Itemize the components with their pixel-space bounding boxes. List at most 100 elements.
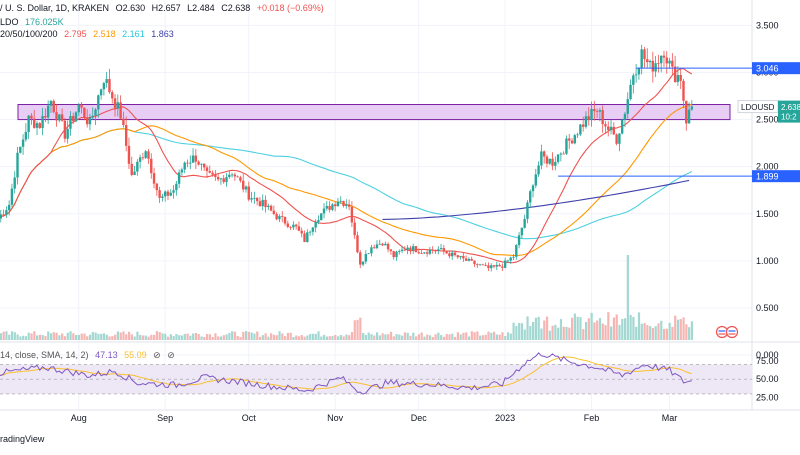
candle — [345, 199, 348, 209]
candle-body — [595, 111, 599, 112]
candle-body — [19, 146, 22, 153]
candle — [467, 257, 471, 262]
eye-off-icon[interactable]: ⊘ — [153, 350, 161, 360]
symbol-info-row: / U. S. Dollar, 1D, KRAKEN O2.630 H2.657… — [0, 3, 328, 13]
candle — [177, 169, 181, 189]
volume-bar — [381, 333, 384, 340]
candle — [579, 123, 582, 137]
candle-body — [7, 204, 11, 211]
resistance-zone[interactable] — [17, 104, 731, 121]
candle — [501, 263, 504, 271]
candle — [72, 112, 75, 124]
volume-bar — [247, 331, 250, 340]
candle-body — [520, 227, 524, 236]
volume-bar — [69, 331, 72, 340]
volume-bar — [562, 326, 565, 340]
volume-bar — [19, 336, 22, 340]
candle-body — [46, 105, 50, 118]
candle-body — [111, 92, 114, 99]
candle — [0, 209, 2, 223]
candle — [253, 191, 256, 204]
volume-bar — [565, 326, 568, 340]
candle — [612, 122, 616, 136]
volume-bar — [428, 335, 432, 340]
candle-body — [0, 214, 2, 219]
candle — [5, 206, 8, 218]
volume-bar — [286, 332, 289, 340]
close-value: C2.638 — [221, 3, 251, 13]
time-tick-label: Aug — [71, 413, 87, 423]
volume-bar — [579, 317, 582, 340]
volume-bar — [623, 318, 627, 340]
candle-body — [21, 139, 25, 147]
volume-bar — [353, 320, 356, 340]
candle — [367, 252, 370, 255]
candle-body — [562, 153, 565, 155]
candle — [236, 175, 239, 178]
candle — [219, 178, 223, 185]
candle-body — [60, 114, 64, 121]
volume-bar — [557, 327, 560, 340]
candle — [88, 113, 92, 131]
volume-bar — [217, 336, 220, 340]
candle-body — [398, 251, 401, 252]
candle-body — [255, 197, 259, 202]
candle-body — [94, 109, 97, 116]
eye-off-icon[interactable]: ⊘ — [167, 350, 175, 360]
volume-bar — [668, 322, 671, 340]
candle — [320, 213, 323, 221]
volume-bar — [13, 332, 16, 340]
candle — [272, 205, 276, 216]
volume-bar — [520, 323, 524, 340]
volume-bar — [414, 336, 418, 340]
volume-bar — [545, 316, 549, 340]
candle-body — [214, 174, 217, 178]
volume-bar — [629, 314, 632, 340]
candle-body — [222, 178, 225, 183]
candle — [303, 230, 306, 243]
volume-bar — [548, 330, 551, 340]
volume-bar — [406, 332, 409, 340]
candle — [97, 94, 100, 118]
volume-bar — [186, 333, 189, 340]
volume-bar — [593, 322, 596, 340]
candle-body — [540, 151, 543, 166]
horizontal-levels[interactable] — [558, 67, 752, 177]
candle-body — [272, 210, 276, 215]
candle-body — [598, 110, 602, 112]
event-flag-icon — [725, 325, 739, 339]
candle — [244, 185, 248, 193]
volume-bar — [231, 331, 234, 340]
candle-body — [659, 55, 663, 64]
volume-bar — [33, 331, 36, 340]
candle-body — [607, 126, 610, 131]
volume-bar — [250, 332, 253, 340]
candle — [350, 201, 354, 227]
level-price-tag — [752, 62, 800, 75]
candle — [378, 239, 381, 245]
volume-bar — [264, 333, 267, 340]
volume-bar — [155, 331, 159, 340]
candle — [604, 121, 607, 133]
candle-body — [548, 158, 551, 164]
volume-bar — [640, 323, 643, 340]
candle — [632, 73, 635, 94]
volume-bar — [228, 332, 231, 340]
high-value: H2.657 — [151, 3, 181, 13]
candle-body — [612, 126, 616, 135]
candle-body — [183, 162, 186, 170]
candle-body — [155, 183, 159, 191]
candle-body — [278, 216, 281, 220]
volume-bar — [253, 333, 256, 340]
volume-bar — [350, 332, 354, 340]
volume-bar — [192, 333, 195, 340]
candle — [286, 220, 289, 229]
symbol-tag-label: LDOUSD — [741, 103, 775, 112]
candle — [58, 114, 61, 123]
candle-body — [258, 201, 262, 207]
candle — [570, 138, 574, 145]
candle — [662, 50, 666, 68]
ma50-line — [0, 103, 693, 257]
